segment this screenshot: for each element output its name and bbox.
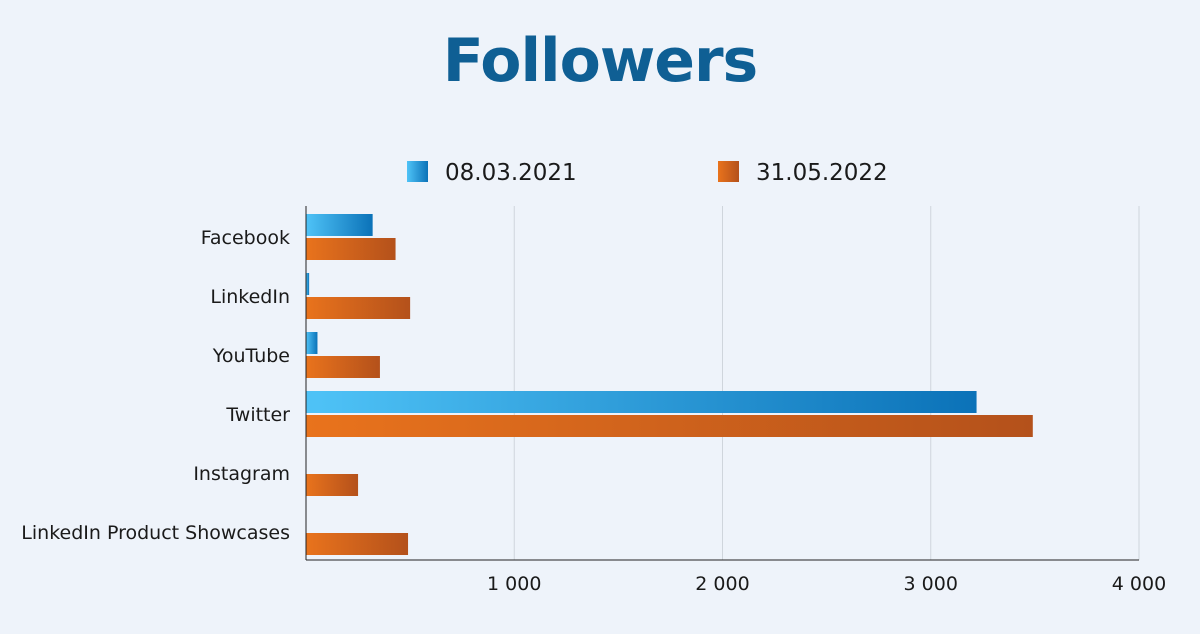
bar-linkedin-series-2 [306,297,411,319]
bar-linkedin-product-showcases-series-2 [306,533,409,555]
bar-twitter-series-2 [306,415,1033,437]
x-tick-labels: 1 000 2 000 3 000 4 000 [487,573,1166,595]
category-label-6: LinkedIn Product Showcases [21,522,290,544]
gridlines [513,206,1140,560]
bar-youtube-series-1 [306,332,318,354]
bar-instagram-series-2 [306,474,359,496]
category-label-2: LinkedIn [210,286,290,308]
x-tick-label-1: 1 000 [487,573,541,595]
legend-swatch-1 [407,161,428,182]
legend-label-1: 08.03.2021 [445,160,577,186]
category-labels: Facebook LinkedIn YouTube Twitter Instagram L… [21,227,290,544]
x-tick-label-2: 2 000 [695,573,749,595]
x-tick-label-4: 4 000 [1112,573,1166,595]
legend-swatch-2 [718,161,739,182]
bar-twitter-series-1 [306,391,977,413]
bars [306,214,1033,555]
category-label-1: Facebook [201,227,290,249]
x-tick-label-3: 3 000 [904,573,958,595]
bar-facebook-series-1 [306,214,373,236]
bar-linkedin-series-1 [306,273,310,295]
category-label-4: Twitter [225,404,290,426]
category-label-3: YouTube [212,345,290,367]
category-label-5: Instagram [193,463,290,485]
chart-title: Followers [442,26,759,96]
legend: 08.03.2021 31.05.2022 [407,160,888,186]
axes [305,206,1139,561]
bar-youtube-series-2 [306,356,380,378]
bar-facebook-series-2 [306,238,396,260]
legend-label-2: 31.05.2022 [756,160,888,186]
